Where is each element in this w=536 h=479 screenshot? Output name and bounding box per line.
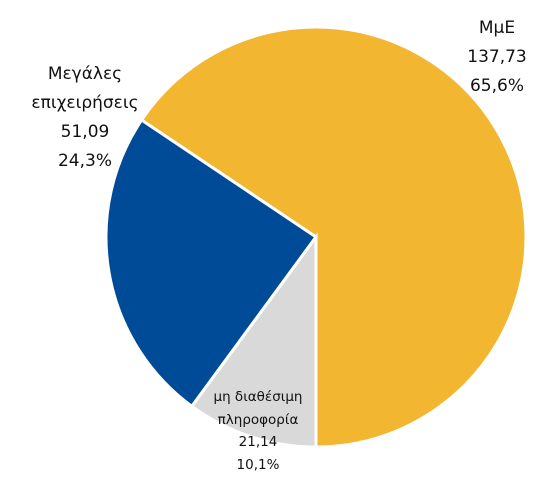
percent-label: 24,3% [57, 151, 112, 171]
slice-label: Μεγάλες επιχειρήσεις 51,09 24,3% [0, 60, 170, 176]
slice-label: MμΕ 137,73 65,6% [447, 14, 536, 101]
pie-slice [189, 232, 318, 449]
slice-label: μη διαθέσιμη πληροφορία 21,14 10,1% [178, 386, 338, 476]
value-label: 51,09 [60, 122, 110, 142]
value-label: 21,14 [238, 434, 278, 450]
percent-label: 65,6% [469, 76, 524, 96]
category-label: MμΕ [478, 18, 516, 38]
value-label: 137,73 [467, 47, 527, 67]
category-label: μη διαθέσιμη πληροφορία [213, 389, 303, 428]
pie-slice [104, 117, 319, 409]
pie-slice [139, 25, 528, 449]
category-label: Μεγάλες επιχειρήσεις [31, 64, 139, 113]
percent-label: 10,1% [236, 456, 280, 473]
